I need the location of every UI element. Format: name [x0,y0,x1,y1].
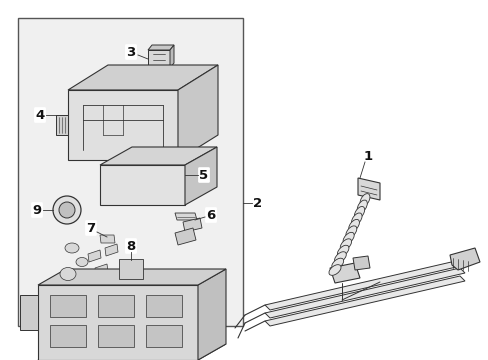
Polygon shape [146,295,182,317]
Ellipse shape [343,232,353,244]
Polygon shape [184,147,217,205]
Text: 3: 3 [126,45,135,59]
Polygon shape [95,264,108,276]
Ellipse shape [53,196,81,224]
Polygon shape [68,65,218,90]
Ellipse shape [59,202,75,218]
Ellipse shape [345,226,356,238]
Polygon shape [357,178,379,200]
Polygon shape [449,248,479,270]
Polygon shape [198,269,225,360]
Ellipse shape [334,252,346,263]
Bar [18,18,243,326]
Polygon shape [105,244,118,256]
Polygon shape [148,50,170,68]
Text: 1: 1 [363,149,372,162]
Polygon shape [352,256,369,270]
Ellipse shape [65,243,79,253]
Polygon shape [88,250,101,262]
Text: 5: 5 [199,168,208,181]
Polygon shape [264,276,464,326]
Ellipse shape [76,257,88,266]
Text: 6: 6 [206,208,215,221]
Polygon shape [38,344,225,360]
Polygon shape [68,90,178,160]
Polygon shape [170,45,174,68]
Ellipse shape [60,267,76,280]
Polygon shape [100,165,184,205]
Text: 4: 4 [35,108,44,122]
Polygon shape [178,65,218,160]
Text: 7: 7 [86,221,95,234]
Ellipse shape [331,258,343,269]
Polygon shape [56,115,68,135]
Ellipse shape [354,207,364,219]
Polygon shape [38,269,225,285]
Ellipse shape [359,194,369,206]
Polygon shape [175,228,196,245]
Text: 9: 9 [32,203,41,216]
Polygon shape [100,147,217,165]
Polygon shape [38,285,198,360]
Ellipse shape [357,200,366,213]
Polygon shape [264,260,464,310]
Text: 8: 8 [126,239,135,252]
Polygon shape [20,295,38,330]
Ellipse shape [328,265,340,275]
Polygon shape [175,213,197,220]
Ellipse shape [340,239,351,250]
Polygon shape [100,235,115,243]
Polygon shape [329,263,359,283]
Polygon shape [50,295,86,317]
Polygon shape [183,218,202,232]
Polygon shape [148,45,174,50]
Polygon shape [146,325,182,347]
Polygon shape [98,295,134,317]
Polygon shape [264,268,464,318]
Ellipse shape [351,213,361,225]
Polygon shape [50,325,86,347]
Ellipse shape [337,245,348,257]
FancyBboxPatch shape [119,259,142,279]
Text: 2: 2 [253,197,262,210]
Polygon shape [98,325,134,347]
Ellipse shape [348,219,359,231]
